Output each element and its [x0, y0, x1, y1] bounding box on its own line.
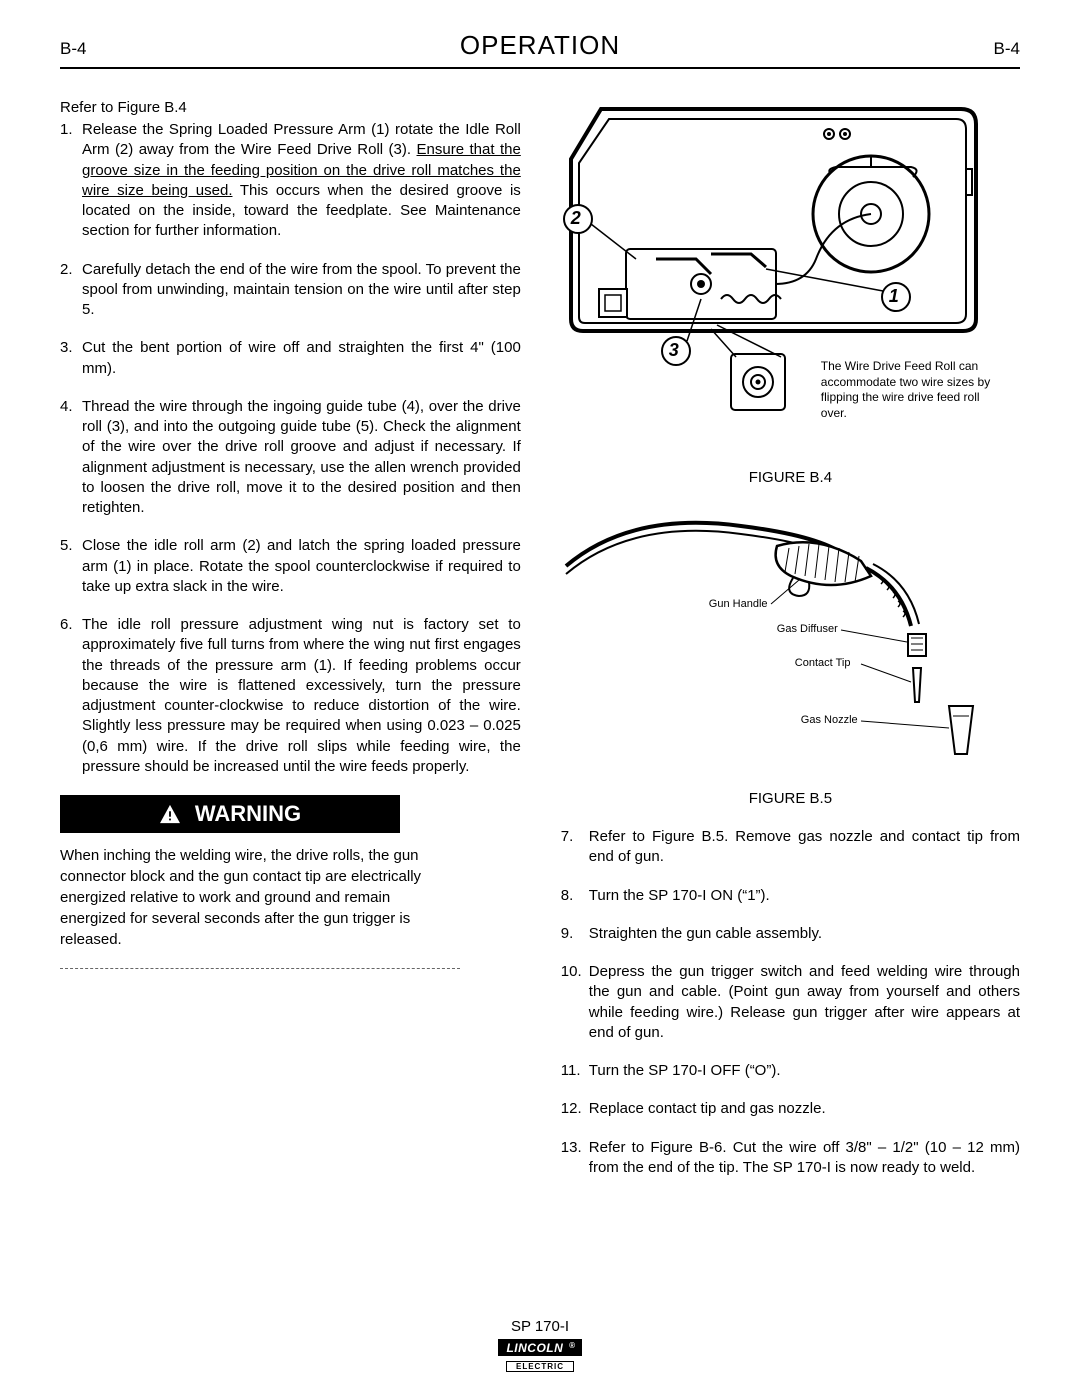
step-num-1: 1. [60, 120, 82, 140]
step-11-text: Turn the SP 170-I OFF (“O”). [589, 1062, 781, 1079]
label-tip: Contact Tip [795, 657, 851, 669]
figure-b5-caption: FIGURE B.5 [561, 790, 1020, 807]
step-num-2: 2. [60, 260, 82, 280]
divider-dashed [60, 968, 460, 969]
step-13: 13.Refer to Figure B-6. Cut the wire off… [561, 1138, 1020, 1179]
footer-brand-text: LINCOLN [506, 1341, 563, 1355]
page-footer: SP 170-I LINCOLN ® ELECTRIC [0, 1318, 1080, 1373]
step-num-6: 6. [60, 615, 82, 635]
step-7-text: Refer to Figure B.5. Remove gas nozzle a… [589, 828, 1020, 865]
figure-b4-note: The Wire Drive Feed Roll can accommodate… [821, 359, 991, 421]
step-num-13: 13. [561, 1138, 589, 1158]
page-title: OPERATION [460, 30, 620, 61]
label-nozzle: Gas Nozzle [801, 714, 858, 726]
left-column: Refer to Figure B.4 1.Release the Spring… [60, 99, 521, 1196]
step-13-text: Refer to Figure B-6. Cut the wire off 3/… [589, 1139, 1020, 1176]
figure-b5: Gun Handle Gas Diffuser Contact Tip Gas … [561, 506, 981, 786]
step-11: 11.Turn the SP 170-I OFF (“O”). [561, 1061, 1020, 1081]
step-num-8: 8. [561, 886, 589, 906]
page-header: B-4 OPERATION B-4 [60, 30, 1020, 69]
warning-label: WARNING [195, 801, 301, 827]
step-3-text: Cut the bent portion of wire off and str… [82, 339, 521, 376]
marker-3: 3 [669, 340, 679, 361]
right-column: 2 1 3 The Wire Drive Feed Roll can accom… [561, 99, 1020, 1196]
intro-text: Refer to Figure B.4 [60, 99, 521, 116]
step-5: 5.Close the idle roll arm (2) and latch … [60, 536, 521, 597]
step-8-text: Turn the SP 170-I ON (“1”). [589, 887, 770, 904]
warning-bar: WARNING [60, 795, 400, 833]
step-6-text: The idle roll pressure adjustment wing n… [82, 616, 521, 775]
step-num-12: 12. [561, 1099, 589, 1119]
step-6: 6.The idle roll pressure adjustment wing… [60, 615, 521, 777]
step-2: 2.Carefully detach the end of the wire f… [60, 260, 521, 321]
step-num-3: 3. [60, 338, 82, 358]
page-number-left: B-4 [60, 39, 86, 59]
step-12: 12.Replace contact tip and gas nozzle. [561, 1099, 1020, 1119]
step-10: 10.Depress the gun trigger switch and fe… [561, 962, 1020, 1043]
label-handle: Gun Handle [709, 598, 768, 610]
figure-b4-caption: FIGURE B.4 [561, 469, 1020, 486]
page-number-right: B-4 [994, 39, 1020, 59]
step-num-9: 9. [561, 924, 589, 944]
label-diffuser: Gas Diffuser [777, 623, 838, 635]
step-9: 9.Straighten the gun cable assembly. [561, 924, 1020, 944]
step-12-text: Replace contact tip and gas nozzle. [589, 1100, 826, 1117]
warning-text: When inching the welding wire, the drive… [60, 845, 440, 950]
step-2-text: Carefully detach the end of the wire fro… [82, 261, 521, 319]
footer-reg: ® [569, 1341, 575, 1350]
step-num-10: 10. [561, 962, 589, 982]
step-3: 3.Cut the bent portion of wire off and s… [60, 338, 521, 379]
footer-brand-logo: LINCOLN ® [498, 1339, 581, 1356]
step-8: 8.Turn the SP 170-I ON (“1”). [561, 886, 1020, 906]
footer-brand-sub: ELECTRIC [506, 1361, 574, 1372]
step-1: 1.Release the Spring Loaded Pressure Arm… [60, 120, 521, 242]
marker-1: 1 [889, 286, 899, 307]
step-4-text: Thread the wire through the ingoing guid… [82, 398, 521, 516]
step-4: 4.Thread the wire through the ingoing gu… [60, 397, 521, 519]
step-num-5: 5. [60, 536, 82, 556]
footer-model: SP 170-I [0, 1318, 1080, 1335]
step-num-4: 4. [60, 397, 82, 417]
step-10-text: Depress the gun trigger switch and feed … [589, 963, 1020, 1041]
step-num-7: 7. [561, 827, 589, 847]
step-num-11: 11. [561, 1061, 589, 1081]
step-9-text: Straighten the gun cable assembly. [589, 925, 822, 942]
figure-b4: 2 1 3 The Wire Drive Feed Roll can accom… [561, 99, 991, 439]
step-7: 7.Refer to Figure B.5. Remove gas nozzle… [561, 827, 1020, 868]
warning-icon [159, 804, 181, 824]
step-5-text: Close the idle roll arm (2) and latch th… [82, 537, 521, 595]
marker-2: 2 [571, 208, 581, 229]
